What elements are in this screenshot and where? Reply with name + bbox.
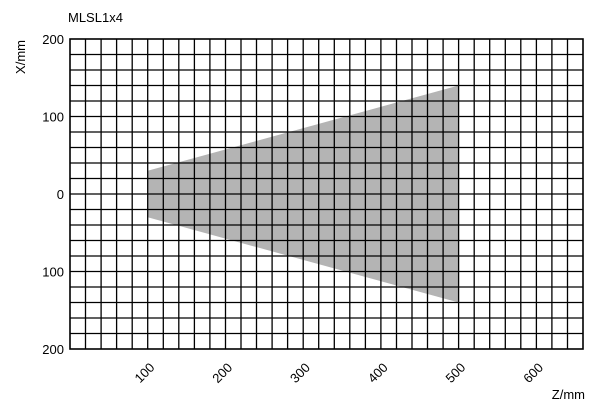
grid-layer (70, 39, 583, 349)
y-tick-labels: 200 100 0 100 200 (42, 32, 64, 357)
x-tick-labels: 100 200 300 400 500 600 (132, 360, 547, 386)
x-tick-label: 600 (520, 360, 546, 386)
y-tick-label: 200 (42, 32, 64, 47)
y-tick-label: 100 (42, 110, 64, 125)
y-tick-label: 200 (42, 342, 64, 357)
y-tick-label: 100 (42, 265, 64, 280)
x-tick-label: 200 (209, 360, 235, 386)
plot-frame (69, 38, 584, 350)
x-tick-label: 300 (287, 360, 313, 386)
chart-title: MLSL1x4 (68, 10, 123, 25)
x-tick-label: 500 (442, 360, 468, 386)
y-tick-label: 0 (57, 187, 64, 202)
x-axis-label: Z/mm (552, 387, 585, 402)
y-axis-label: X/mm (13, 40, 28, 74)
x-tick-label: 100 (132, 360, 158, 386)
x-tick-label: 400 (365, 360, 391, 386)
